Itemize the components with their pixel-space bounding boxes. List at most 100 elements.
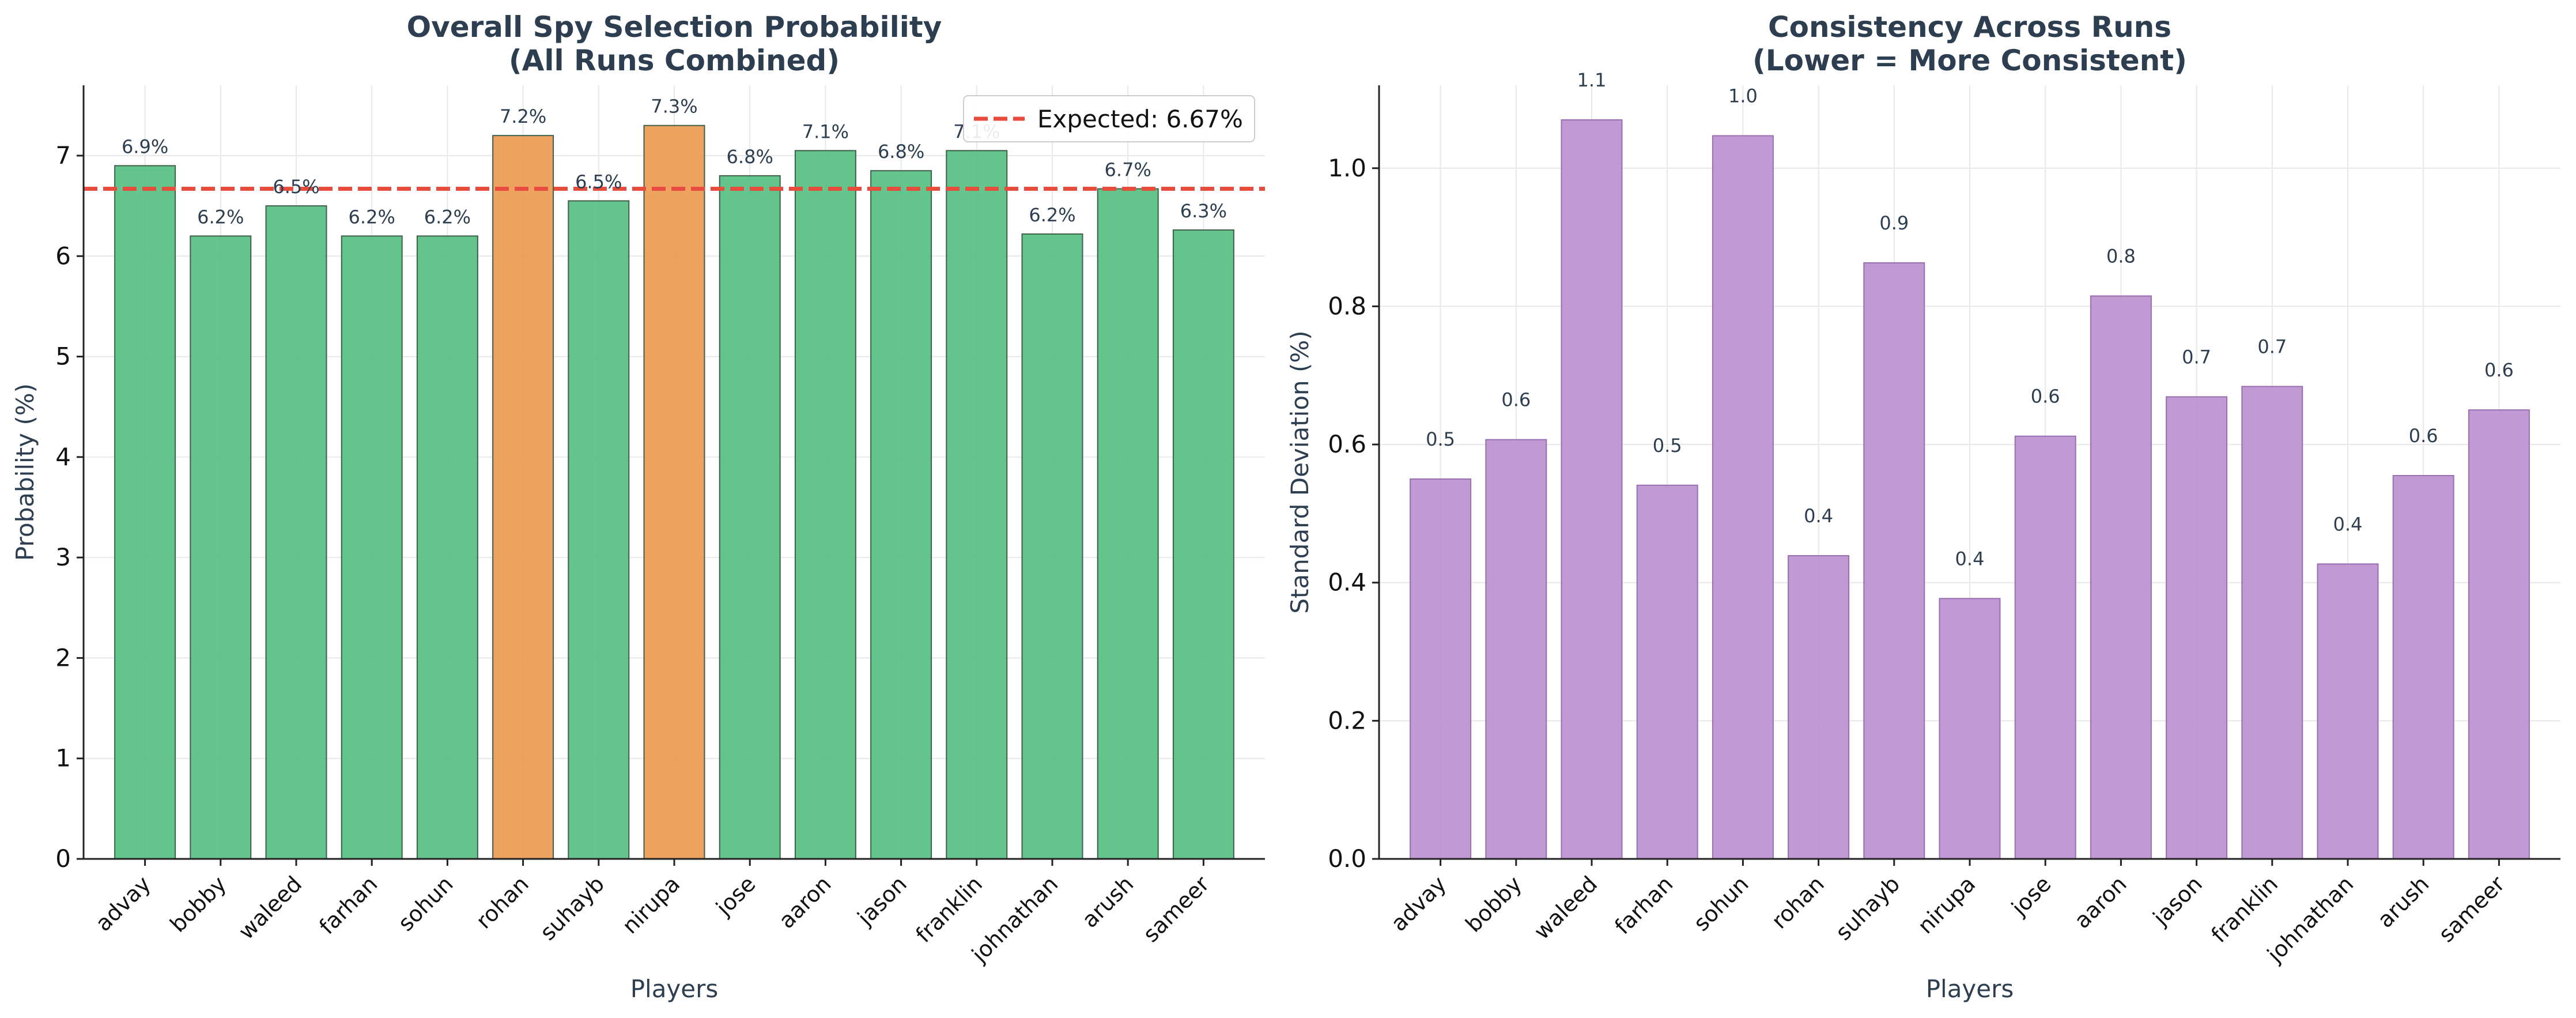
- value-label-jason: 6.8%: [878, 141, 924, 163]
- value-label-farhan: 6.2%: [349, 206, 395, 228]
- value-label-franklin: 0.7: [2257, 335, 2287, 357]
- x-tick-label-waleed: waleed: [1529, 871, 1602, 944]
- bar-aaron: [794, 150, 856, 859]
- bar-bobby: [190, 235, 252, 859]
- value-label-advay: 6.9%: [122, 135, 168, 157]
- value-label-advay: 0.5: [1426, 428, 1455, 450]
- x-tick-label-waleed: waleed: [233, 871, 307, 944]
- x-tick-label-bobby: bobby: [1461, 871, 1527, 937]
- value-label-jose: 0.6: [2031, 386, 2060, 408]
- bar-johnathan: [2317, 563, 2379, 859]
- y-tick-label: 0.4: [1328, 568, 1366, 597]
- x-tick-label-franklin: franklin: [911, 871, 988, 948]
- x-tick-label-sohun: sohun: [393, 871, 458, 936]
- y-tick-label: 1: [55, 744, 71, 772]
- bar-sohun: [1712, 135, 1774, 860]
- value-label-suhayb: 6.5%: [575, 171, 622, 193]
- value-label-arush: 0.6: [2409, 425, 2438, 447]
- y-tick-label: 2: [55, 643, 71, 672]
- value-label-johnathan: 6.2%: [1029, 204, 1075, 226]
- bar-farhan: [1636, 484, 1698, 859]
- bar-rohan: [492, 135, 554, 860]
- x-tick-label-sameer: sameer: [1138, 871, 1214, 947]
- value-label-bobby: 6.2%: [197, 206, 244, 228]
- y-tick-label: 5: [55, 342, 71, 371]
- x-tick-label-franklin: franklin: [2207, 871, 2283, 948]
- x-tick-label-advay: advay: [90, 871, 156, 936]
- value-label-suhayb: 0.9: [1879, 212, 1909, 234]
- value-label-rohan: 0.4: [1804, 505, 1833, 527]
- bar-franklin: [946, 150, 1008, 859]
- bar-sohun: [416, 235, 478, 859]
- y-tick-label: 0.0: [1328, 844, 1366, 873]
- bar-suhayb: [568, 200, 630, 859]
- value-label-jose: 6.8%: [727, 146, 773, 168]
- x-tick-label-rohan: rohan: [471, 871, 534, 934]
- left-chart-subtitle: (All Runs Combined): [509, 44, 840, 77]
- bar-jose: [2014, 435, 2076, 859]
- left-x-axis-label: Players: [630, 975, 719, 1003]
- x-tick-label-suhayb: suhayb: [1831, 871, 1905, 945]
- bar-suhayb: [1863, 262, 1925, 860]
- right-y-axis-label: Standard Deviation (%): [1286, 330, 1314, 613]
- bar-waleed: [265, 205, 327, 860]
- value-label-nirupa: 7.3%: [651, 96, 697, 118]
- x-tick-label-jason: jason: [852, 871, 912, 930]
- left-y-axis-label: Probability (%): [11, 383, 39, 561]
- x-tick-label-jose: jose: [711, 871, 760, 921]
- legend-label: Expected: 6.67%: [1037, 105, 1243, 133]
- x-tick-label-aaron: aaron: [774, 871, 836, 933]
- y-tick-label: 4: [55, 443, 71, 471]
- y-tick-label: 3: [55, 543, 71, 571]
- value-label-sohun: 1.0: [1728, 85, 1758, 107]
- left-value-labels: 6.9% 6.2% 6.5% 6.2% 6.2% 7.2% 6.5% 7.3% 6.8% 7.1%…: [122, 96, 1227, 228]
- right-chart-subtitle: (Lower = More Consistent): [1752, 44, 2187, 77]
- legend-box: [963, 95, 1255, 142]
- value-label-sohun: 6.2%: [424, 206, 471, 228]
- x-tick-label-suhayb: suhayb: [535, 871, 610, 945]
- x-tick-label-sameer: sameer: [2434, 871, 2510, 947]
- right-x-axis-label: Players: [1926, 975, 2014, 1003]
- bar-sameer: [2468, 409, 2530, 859]
- bar-nirupa: [1939, 598, 2001, 859]
- value-label-sameer: 6.3%: [1180, 200, 1227, 222]
- x-tick-label-nirupa: nirupa: [617, 871, 685, 938]
- y-tick-label: 0.8: [1328, 292, 1366, 320]
- bar-advay: [1410, 478, 1472, 859]
- bar-advay: [114, 165, 176, 859]
- value-label-aaron: 0.8: [2106, 245, 2136, 267]
- value-label-bobby: 0.6: [1501, 389, 1531, 411]
- left-chart: Overall Spy Selection Probability (All R…: [11, 10, 1265, 1003]
- x-tick-label-sohun: sohun: [1689, 871, 1754, 936]
- bar-arush: [2392, 474, 2454, 859]
- value-label-nirupa: 0.4: [1955, 548, 1985, 570]
- value-label-aaron: 7.1%: [802, 120, 849, 142]
- left-y-ticks: 0 1 2 3 4 5 6 7: [55, 141, 84, 873]
- right-bars: [1410, 119, 2530, 860]
- x-tick-label-arush: arush: [2373, 871, 2434, 933]
- bar-arush: [1097, 188, 1159, 859]
- y-tick-label: 0: [55, 844, 71, 873]
- bar-jose: [719, 175, 781, 859]
- right-chart-title: Consistency Across Runs: [1768, 10, 2171, 44]
- bar-jason: [870, 170, 932, 860]
- x-tick-label-jose: jose: [2006, 871, 2056, 921]
- y-tick-label: 1.0: [1328, 154, 1366, 182]
- x-tick-label-aaron: aaron: [2069, 871, 2132, 933]
- bar-bobby: [1485, 439, 1547, 859]
- y-tick-label: 0.6: [1328, 430, 1366, 458]
- right-x-ticks: advay bobby waleed farhan sohun rohan suhayb ni…: [1386, 859, 2510, 968]
- bar-waleed: [1561, 119, 1623, 859]
- bar-johnathan: [1021, 233, 1083, 859]
- y-tick-label: 0.2: [1328, 706, 1366, 734]
- bar-rohan: [1788, 555, 1850, 859]
- value-label-jason: 0.7: [2182, 346, 2211, 368]
- value-label-sameer: 0.6: [2484, 359, 2514, 381]
- left-chart-title: Overall Spy Selection Probability: [407, 10, 942, 44]
- legend: Expected: 6.67%: [963, 95, 1255, 142]
- left-bars: [114, 125, 1234, 860]
- value-label-johnathan: 0.4: [2333, 513, 2363, 535]
- y-tick-label: 6: [55, 242, 71, 270]
- x-tick-label-nirupa: nirupa: [1913, 871, 1980, 938]
